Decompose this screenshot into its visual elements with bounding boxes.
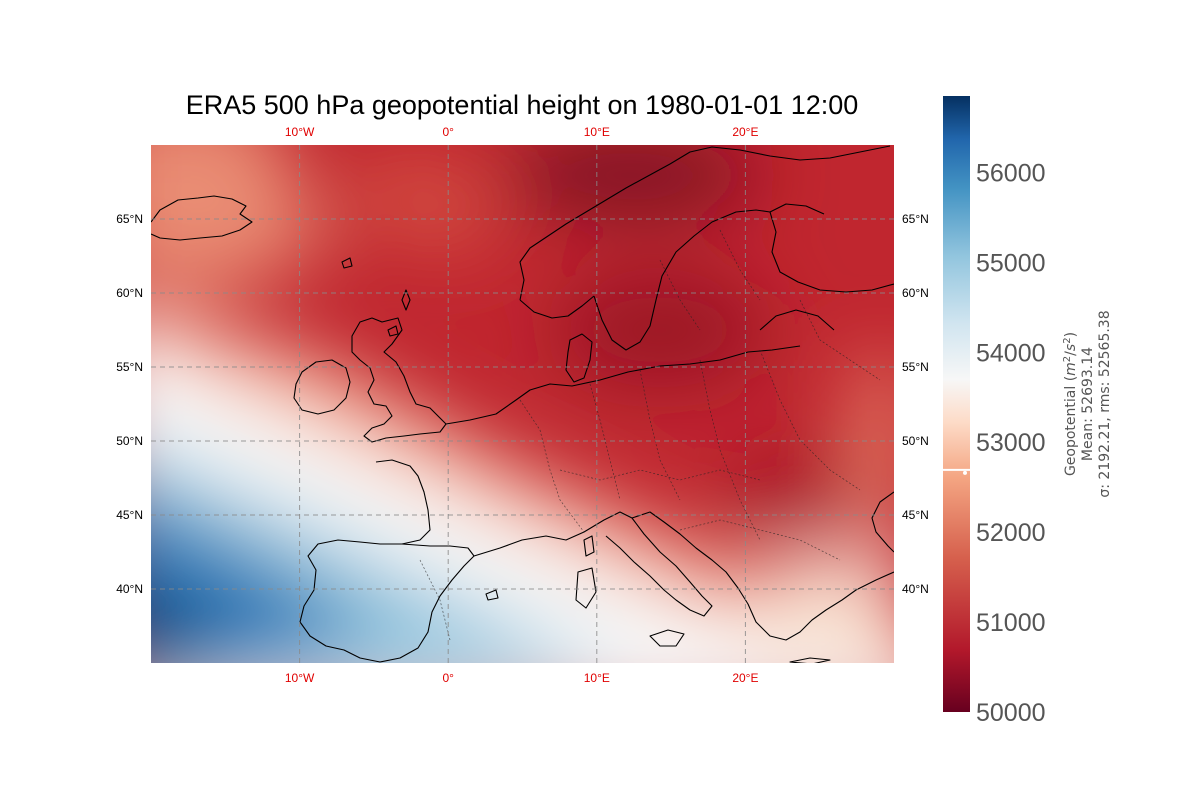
lon-label-bottom-3: 20°E — [732, 671, 758, 685]
gridlines — [151, 145, 894, 663]
colorbar-tick-1: 55000 — [976, 249, 1046, 277]
lat-label-left-0: 65°N — [116, 212, 143, 226]
lon-label-top-2: 10°E — [584, 125, 610, 139]
colorbar-ticks: 56000 55000 54000 53000 52000 51000 50000 — [976, 159, 1046, 727]
colorbar-label-sup2: 2 — [1062, 337, 1073, 343]
colorbar-tick-2: 54000 — [976, 339, 1046, 367]
lat-label-right-4: 45°N — [902, 508, 929, 522]
colorbar-label-slash: / — [1063, 351, 1079, 356]
svg-text:Geopotential (m2/s2): Geopotential (m2/s2) — [1062, 332, 1080, 476]
lat-label-right-1: 60°N — [902, 286, 929, 300]
map-title: ERA5 500 hPa geopotential height on 1980… — [186, 90, 859, 120]
lat-ticks-right: 65°N 60°N 55°N 50°N 45°N 40°N — [902, 212, 929, 596]
lon-ticks-bottom: 10°W 0° 10°E 20°E — [285, 671, 759, 685]
lon-label-bottom-2: 10°E — [584, 671, 610, 685]
lon-label-bottom-1: 0° — [442, 671, 454, 685]
lat-label-right-2: 55°N — [902, 360, 929, 374]
colorbar-mean-dot — [963, 470, 967, 475]
colorbar-label-stats: σ: 2192.21, rms: 52565.38 — [1097, 310, 1113, 497]
lat-ticks-left: 65°N 60°N 55°N 50°N 45°N 40°N — [116, 212, 143, 596]
lat-label-left-3: 50°N — [116, 434, 143, 448]
colorbar-label: Geopotential (m2/s2) Mean: 52693.14 σ: 2… — [1062, 310, 1114, 497]
colorbar-mean-marker — [943, 468, 970, 475]
lat-label-right-3: 50°N — [902, 434, 929, 448]
lon-label-top-1: 0° — [442, 125, 454, 139]
colorbar-tick-4: 52000 — [976, 519, 1046, 547]
lat-label-left-5: 40°N — [116, 582, 143, 596]
lon-label-top-3: 20°E — [732, 125, 758, 139]
colorbar-label-mean: Mean: 52693.14 — [1080, 347, 1096, 461]
lon-label-top-0: 10°W — [285, 125, 315, 139]
geopotential-field — [151, 145, 894, 663]
colorbar-label-line1-prefix: Geopotential ( — [1063, 376, 1079, 476]
colorbar: 56000 55000 54000 53000 52000 51000 50000 — [943, 96, 1046, 727]
lat-label-right-5: 40°N — [902, 582, 929, 596]
lat-label-left-2: 55°N — [116, 360, 143, 374]
lat-label-left-4: 45°N — [116, 508, 143, 522]
colorbar-label-unit-m: m — [1063, 362, 1079, 376]
colorbar-label-sup1: 2 — [1062, 356, 1073, 362]
lon-label-bottom-0: 10°W — [285, 671, 315, 685]
colorbar-tick-3: 53000 — [976, 429, 1046, 457]
lon-ticks-top: 10°W 0° 10°E 20°E — [285, 125, 759, 139]
lat-label-left-1: 60°N — [116, 286, 143, 300]
lat-label-right-0: 65°N — [902, 212, 929, 226]
colorbar-tick-5: 51000 — [976, 609, 1046, 637]
colorbar-tick-0: 56000 — [976, 159, 1046, 187]
coastlines — [151, 145, 894, 663]
colorbar-label-suffix: ) — [1063, 332, 1079, 337]
colorbar-tick-6: 50000 — [976, 699, 1046, 727]
country-borders — [419, 229, 881, 641]
colorbar-bar — [943, 96, 970, 712]
colorbar-label-unit-s: s — [1063, 344, 1079, 351]
